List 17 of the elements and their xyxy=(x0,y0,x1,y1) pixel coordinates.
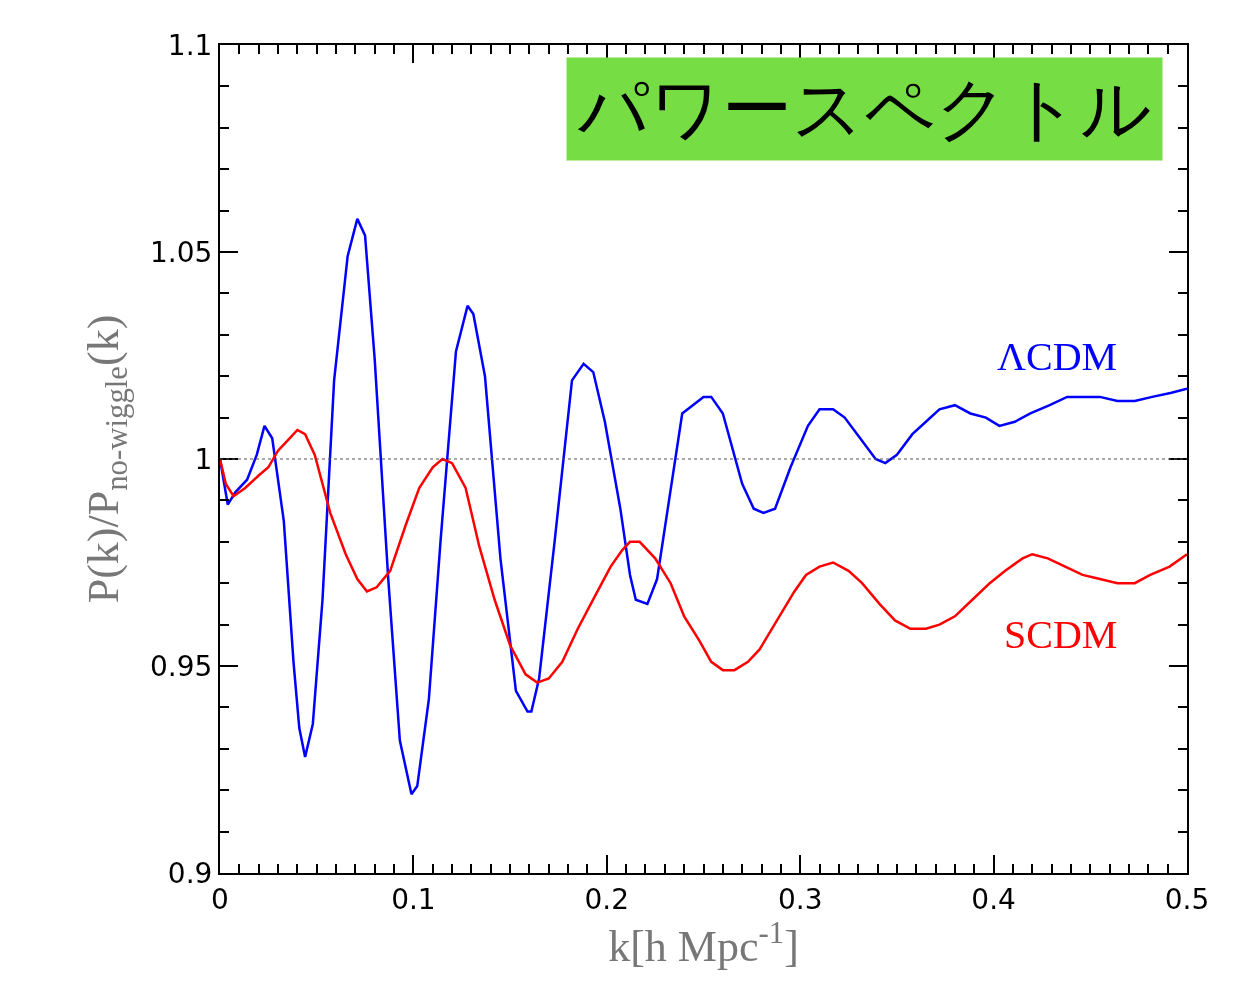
x-tick-label: 0.1 xyxy=(391,882,436,916)
y-tick-label: 1.1 xyxy=(167,28,213,62)
y-tick-label: 1 xyxy=(194,442,213,476)
x-tick-label: 0.3 xyxy=(777,882,823,916)
x-tick-label: 0.4 xyxy=(971,882,1016,916)
y-tick-label: 1.05 xyxy=(150,235,213,269)
chart-title: パワースペクトル xyxy=(577,68,1152,150)
x-tick-label: 0.5 xyxy=(1164,882,1210,916)
line-series xyxy=(220,217,1187,796)
series-label: SCDM xyxy=(1004,612,1118,657)
line-series xyxy=(220,428,1187,684)
y-tick-label: 0.95 xyxy=(150,649,213,683)
x-tick-label: 0.2 xyxy=(584,882,630,916)
x-tick-label: 0 xyxy=(211,882,229,916)
x-axis-title: k[h Mpc$^{-1}$] xyxy=(608,915,799,972)
series-label: ΛCDM xyxy=(997,334,1118,379)
y-tick-label: 0.9 xyxy=(167,856,213,890)
